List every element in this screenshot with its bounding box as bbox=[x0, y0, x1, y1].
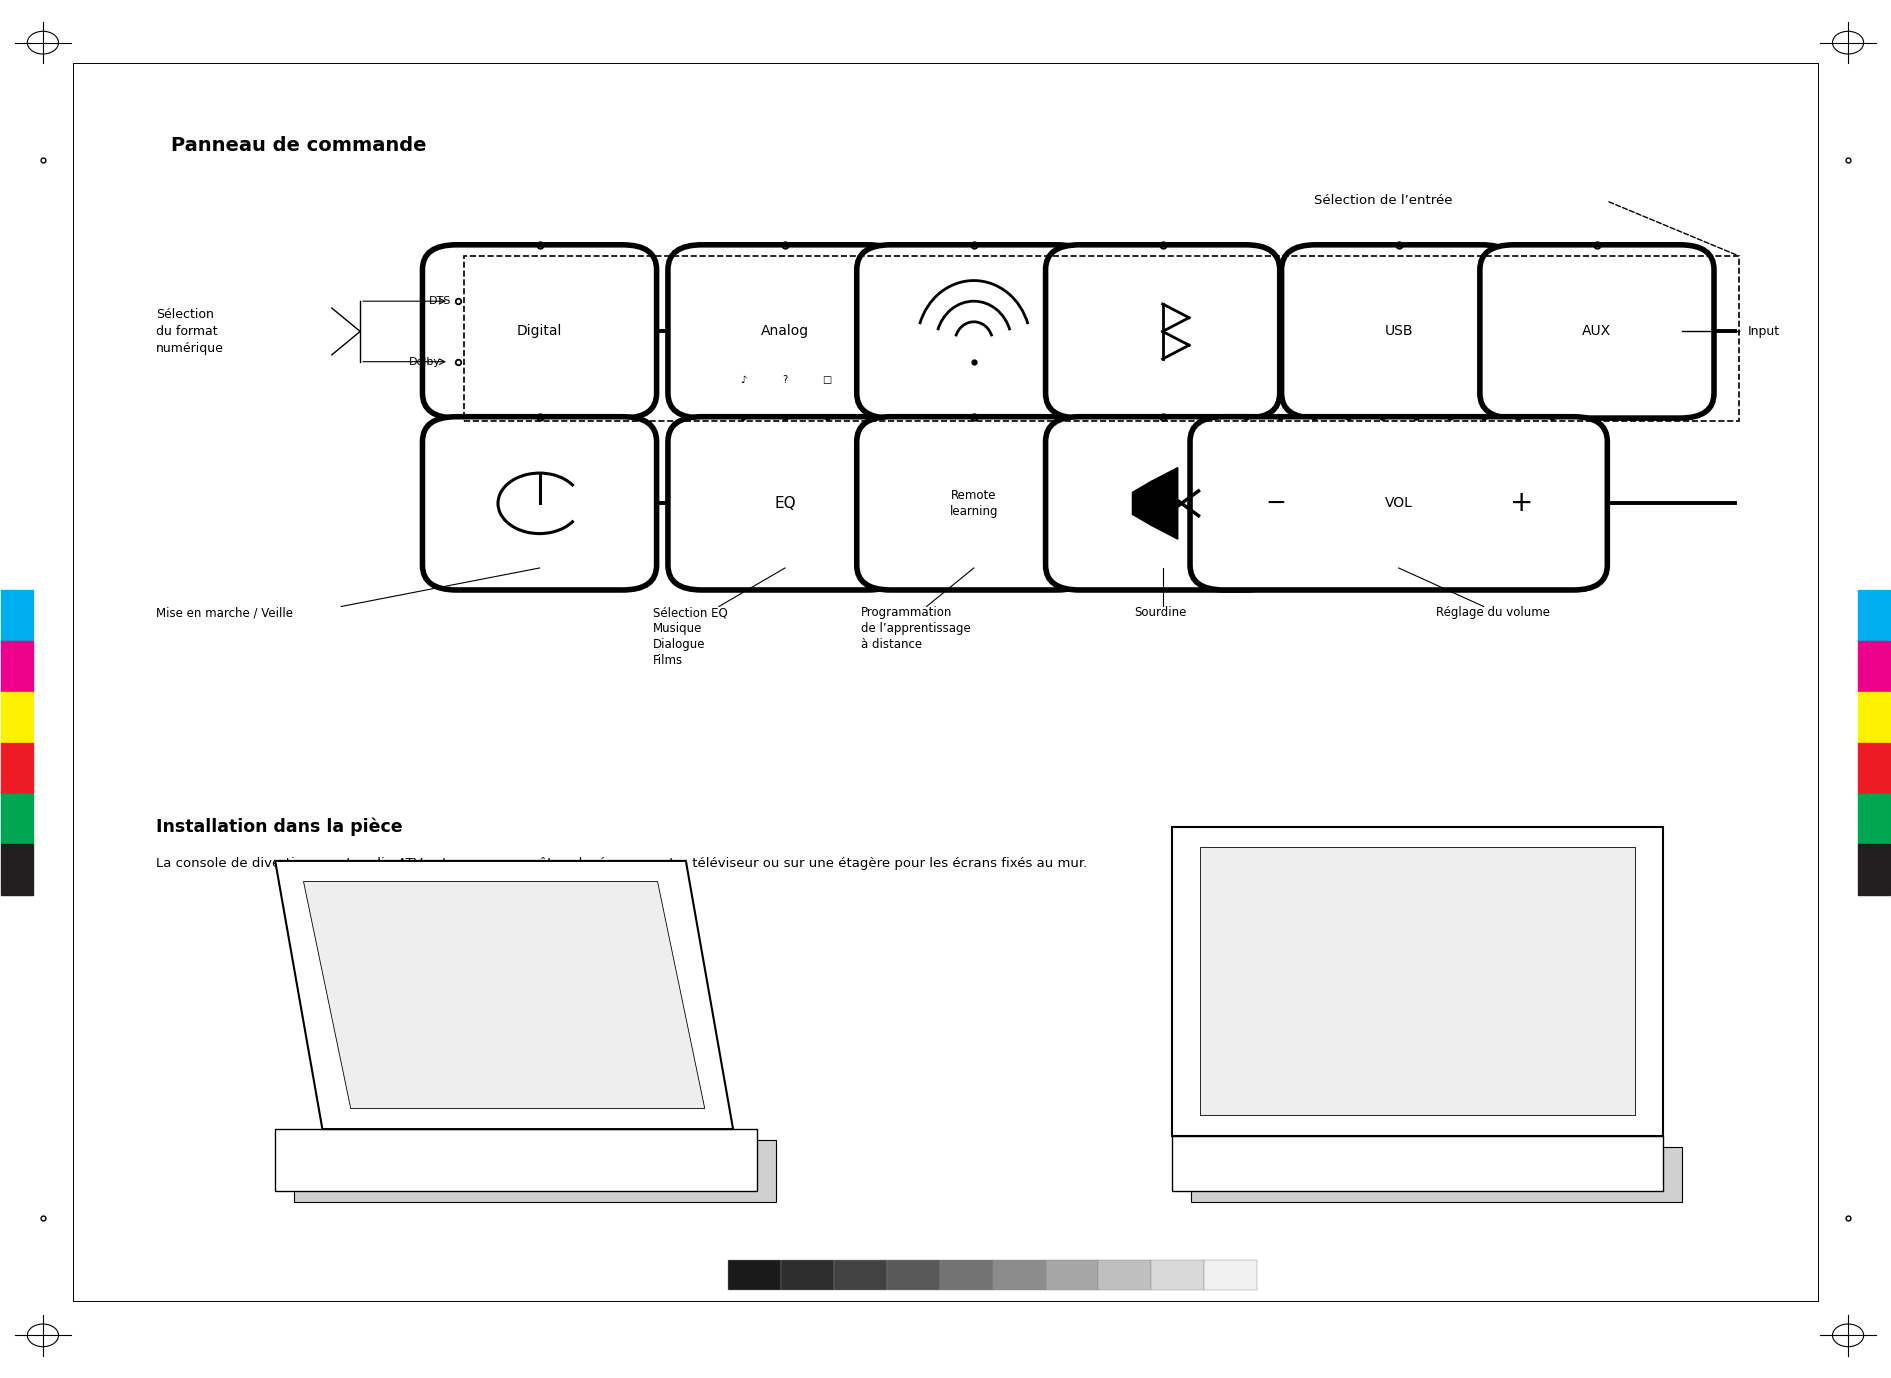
Text: Digital: Digital bbox=[516, 324, 562, 339]
Polygon shape bbox=[303, 882, 705, 1108]
Polygon shape bbox=[1152, 467, 1178, 539]
FancyBboxPatch shape bbox=[1046, 245, 1280, 418]
Text: Remote
learning: Remote learning bbox=[949, 489, 998, 518]
Polygon shape bbox=[1201, 847, 1634, 1115]
Text: ?: ? bbox=[783, 375, 787, 384]
Bar bbox=[2, 692, 34, 743]
FancyBboxPatch shape bbox=[1282, 245, 1517, 418]
FancyBboxPatch shape bbox=[668, 416, 902, 590]
Bar bbox=[1857, 794, 1889, 845]
Bar bbox=[993, 1259, 1046, 1290]
Polygon shape bbox=[276, 861, 734, 1129]
Bar bbox=[781, 1259, 834, 1290]
Polygon shape bbox=[1191, 1146, 1681, 1202]
Text: La console de divertissement audio 4TV est conçue pour être placée sous votre té: La console de divertissement audio 4TV e… bbox=[157, 857, 1087, 870]
FancyBboxPatch shape bbox=[1481, 245, 1713, 418]
Text: Sélection EQ
Musique
Dialogue
Films: Sélection EQ Musique Dialogue Films bbox=[652, 606, 728, 667]
Polygon shape bbox=[295, 1140, 775, 1202]
Bar bbox=[728, 1259, 781, 1290]
Text: Sélection de l’entrée: Sélection de l’entrée bbox=[1314, 194, 1452, 207]
Text: Input: Input bbox=[1747, 325, 1779, 338]
Bar bbox=[1099, 1259, 1152, 1290]
Text: DTS: DTS bbox=[429, 296, 450, 306]
Text: Analog: Analog bbox=[760, 324, 809, 339]
Bar bbox=[834, 1259, 887, 1290]
Bar bbox=[940, 1259, 993, 1290]
Bar bbox=[1152, 1259, 1205, 1290]
Text: □: □ bbox=[823, 375, 832, 384]
FancyBboxPatch shape bbox=[422, 416, 656, 590]
Text: Sélection
du format
numérique: Sélection du format numérique bbox=[157, 307, 225, 356]
Bar bbox=[1205, 1259, 1258, 1290]
Text: Mise en marche / Veille: Mise en marche / Veille bbox=[157, 606, 293, 620]
Bar bbox=[887, 1259, 940, 1290]
Text: AUX: AUX bbox=[1583, 324, 1611, 339]
Bar bbox=[1857, 641, 1889, 692]
Bar bbox=[2, 641, 34, 692]
Bar bbox=[2, 845, 34, 896]
Bar bbox=[2, 743, 34, 794]
FancyBboxPatch shape bbox=[857, 245, 1091, 418]
FancyBboxPatch shape bbox=[1046, 416, 1280, 590]
FancyBboxPatch shape bbox=[1189, 416, 1607, 590]
Bar bbox=[2, 590, 34, 641]
Text: Dolby: Dolby bbox=[408, 357, 441, 367]
Text: Réglage du volume: Réglage du volume bbox=[1437, 606, 1551, 620]
Text: Programmation
de l’apprentissage
à distance: Programmation de l’apprentissage à dista… bbox=[860, 606, 970, 652]
Text: Installation dans la pièce: Installation dans la pièce bbox=[157, 817, 403, 836]
Text: ♪: ♪ bbox=[741, 375, 747, 384]
Text: VOL: VOL bbox=[1384, 496, 1413, 510]
Bar bbox=[1857, 743, 1889, 794]
Polygon shape bbox=[1172, 1135, 1662, 1191]
Polygon shape bbox=[276, 1129, 756, 1191]
Text: USB: USB bbox=[1384, 324, 1413, 339]
Text: Panneau de commande: Panneau de commande bbox=[172, 136, 427, 156]
Bar bbox=[1857, 845, 1889, 896]
FancyBboxPatch shape bbox=[857, 416, 1091, 590]
Text: EQ: EQ bbox=[773, 496, 796, 511]
Bar bbox=[1857, 692, 1889, 743]
Polygon shape bbox=[1172, 827, 1662, 1135]
Bar bbox=[1857, 590, 1889, 641]
Text: +: + bbox=[1509, 489, 1534, 517]
Bar bbox=[1046, 1259, 1099, 1290]
Text: Sourdine: Sourdine bbox=[1135, 606, 1188, 620]
Bar bbox=[2, 794, 34, 845]
Text: −: − bbox=[1265, 492, 1286, 515]
Polygon shape bbox=[1133, 481, 1152, 525]
FancyBboxPatch shape bbox=[668, 245, 902, 418]
FancyBboxPatch shape bbox=[422, 245, 656, 418]
